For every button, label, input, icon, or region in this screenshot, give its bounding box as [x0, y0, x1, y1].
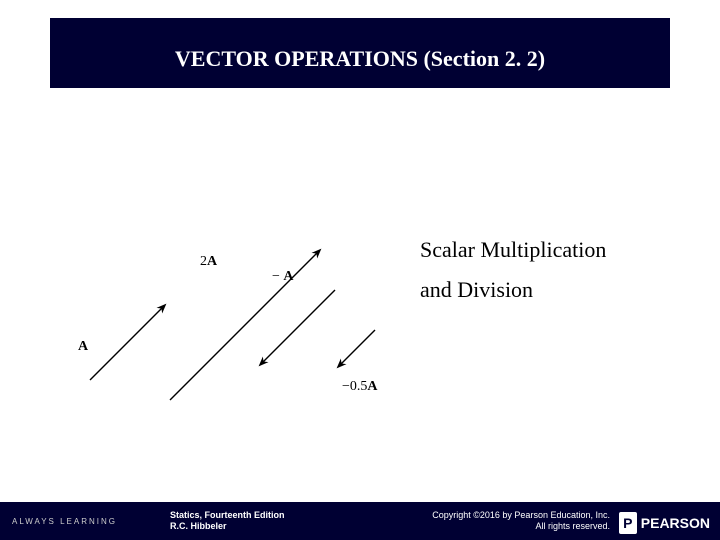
content-area: A 2A − A −0.5A Scalar Multiplication and… — [0, 120, 720, 490]
caption: Scalar Multiplication and Division — [420, 230, 606, 309]
vector-diagram: A 2A − A −0.5A — [60, 150, 410, 430]
caption-line-2: and Division — [420, 270, 606, 310]
slide: VECTOR OPERATIONS (Section 2. 2) A 2A − … — [0, 0, 720, 540]
vector-2a — [170, 250, 320, 400]
vector-neg-a — [260, 290, 335, 365]
pearson-logo: P PEARSON — [619, 512, 710, 534]
vector-neg-half-a — [338, 330, 375, 367]
label-a: A — [78, 339, 89, 354]
footer-book: Statics, Fourteenth Edition R.C. Hibbele… — [170, 510, 285, 532]
label-2a: 2A — [200, 254, 218, 269]
footer-copy-line2: All rights reserved. — [432, 521, 610, 532]
vector-a — [90, 305, 165, 380]
title-bar: VECTOR OPERATIONS (Section 2. 2) — [50, 18, 670, 88]
label-neg-a: − A — [272, 269, 294, 284]
footer-copy-line1: Copyright ©2016 by Pearson Education, In… — [432, 510, 610, 521]
slide-title: VECTOR OPERATIONS (Section 2. 2) — [50, 46, 670, 72]
footer-book-title: Statics, Fourteenth Edition — [170, 510, 285, 521]
footer-copyright: Copyright ©2016 by Pearson Education, In… — [432, 510, 610, 532]
pearson-text: PEARSON — [641, 515, 710, 531]
caption-line-1: Scalar Multiplication — [420, 230, 606, 270]
footer-book-author: R.C. Hibbeler — [170, 521, 285, 532]
footer-bar: ALWAYS LEARNING Statics, Fourteenth Edit… — [0, 502, 720, 540]
label-neg-half-a: −0.5A — [342, 379, 378, 394]
pearson-p-icon: P — [619, 512, 637, 534]
footer-always-learning: ALWAYS LEARNING — [12, 517, 117, 526]
